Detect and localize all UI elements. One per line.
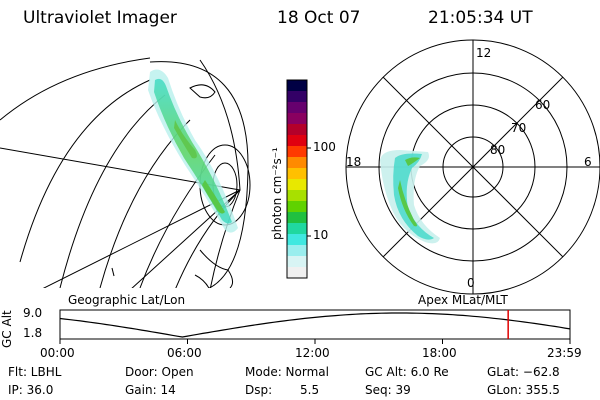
footer-glon: GLon: 355.5 <box>487 383 560 397</box>
footer-seq: Seq: 39 <box>365 383 411 397</box>
timeline-xtick-1200: 12:00 <box>295 346 330 360</box>
footer-mode: Mode: Normal <box>245 365 329 379</box>
time-label: 21:05:34 UT <box>428 8 533 28</box>
coastline <box>111 267 115 277</box>
colorbar-swatch <box>287 245 307 257</box>
polar-map <box>345 39 600 295</box>
polar-panel-label: Apex MLat/MLT <box>418 293 508 307</box>
coastline <box>189 84 216 99</box>
polar-aurora <box>380 150 440 244</box>
lat-arc <box>19 79 151 263</box>
mlt-label-18: 18 <box>346 155 362 169</box>
timeline-ytick-low: 1.8 <box>23 326 43 340</box>
mlt-label-0: 0 <box>467 276 475 290</box>
date-label: 18 Oct 07 <box>277 8 361 28</box>
colorbar-swatch <box>287 212 307 224</box>
colorbar-swatch <box>287 146 307 158</box>
colorbar-swatch <box>287 223 307 235</box>
footer-glat: GLat: −62.8 <box>487 365 560 379</box>
colorbar-swatch <box>287 179 307 191</box>
colorbar-swatch <box>287 190 307 202</box>
colorbar <box>287 80 307 279</box>
mlat-label-70: 70 <box>511 121 527 135</box>
lat-arc <box>0 57 151 121</box>
meridian <box>209 189 241 288</box>
meridian <box>42 189 241 288</box>
colorbar-tick-10: 10 <box>313 228 329 242</box>
colorbar-swatch <box>287 80 307 92</box>
colorbar-swatch <box>287 135 307 147</box>
meridian <box>175 189 241 288</box>
timeline-xtick-1800: 18:00 <box>422 346 457 360</box>
footer-filter: Flt: LBHL <box>8 365 62 379</box>
colorbar-frame <box>286 79 308 279</box>
timeline <box>59 309 571 344</box>
colorbar-swatch <box>287 124 307 136</box>
colorbar-swatch <box>287 113 307 125</box>
coastline <box>194 249 234 288</box>
timeline-ylabel: GC Alt <box>0 310 14 348</box>
colorbar-swatch <box>287 201 307 213</box>
footer-door: Door: Open <box>125 365 194 379</box>
footer-dsp-value: 5.5 <box>300 383 320 397</box>
timeline-xtick-0000: 00:00 <box>40 346 75 360</box>
altitude-curve <box>59 312 571 338</box>
lat-arc <box>59 94 166 288</box>
colorbar-tick-100: 100 <box>313 140 336 154</box>
instrument-title: Ultraviolet Imager <box>23 8 177 28</box>
footer-gain: Gain: 14 <box>125 383 176 397</box>
colorbar-swatch <box>287 157 307 169</box>
colorbar-swatch <box>287 234 307 246</box>
mlt-label-6: 6 <box>584 155 592 169</box>
timeline-xtick-2359: 23:59 <box>547 346 582 360</box>
colorbar-swatch <box>287 102 307 114</box>
colorbar-swatch <box>287 256 307 268</box>
colorbar-swatch <box>287 91 307 103</box>
colorbar-unit-label: photon cm⁻²s⁻¹ <box>270 147 284 240</box>
colorbar-swatch <box>287 168 307 180</box>
timeline-xtick-0600: 06:00 <box>167 346 202 360</box>
footer-ip: IP: 36.0 <box>8 383 54 397</box>
geo-aurora <box>148 69 238 233</box>
footer-gc-alt: GC Alt: 6.0 Re <box>365 365 449 379</box>
footer-dsp-label: Dsp: <box>245 383 273 397</box>
geographic-map <box>0 57 251 288</box>
mlat-label-80: 80 <box>490 143 506 157</box>
mlt-label-12: 12 <box>476 46 492 60</box>
colorbar-swatch <box>287 267 307 279</box>
timeline-ytick-high: 9.0 <box>23 306 43 320</box>
mlat-label-60: 60 <box>535 98 551 112</box>
timeline-frame <box>59 309 571 340</box>
geographic-panel-label: Geographic Lat/Lon <box>68 293 186 307</box>
